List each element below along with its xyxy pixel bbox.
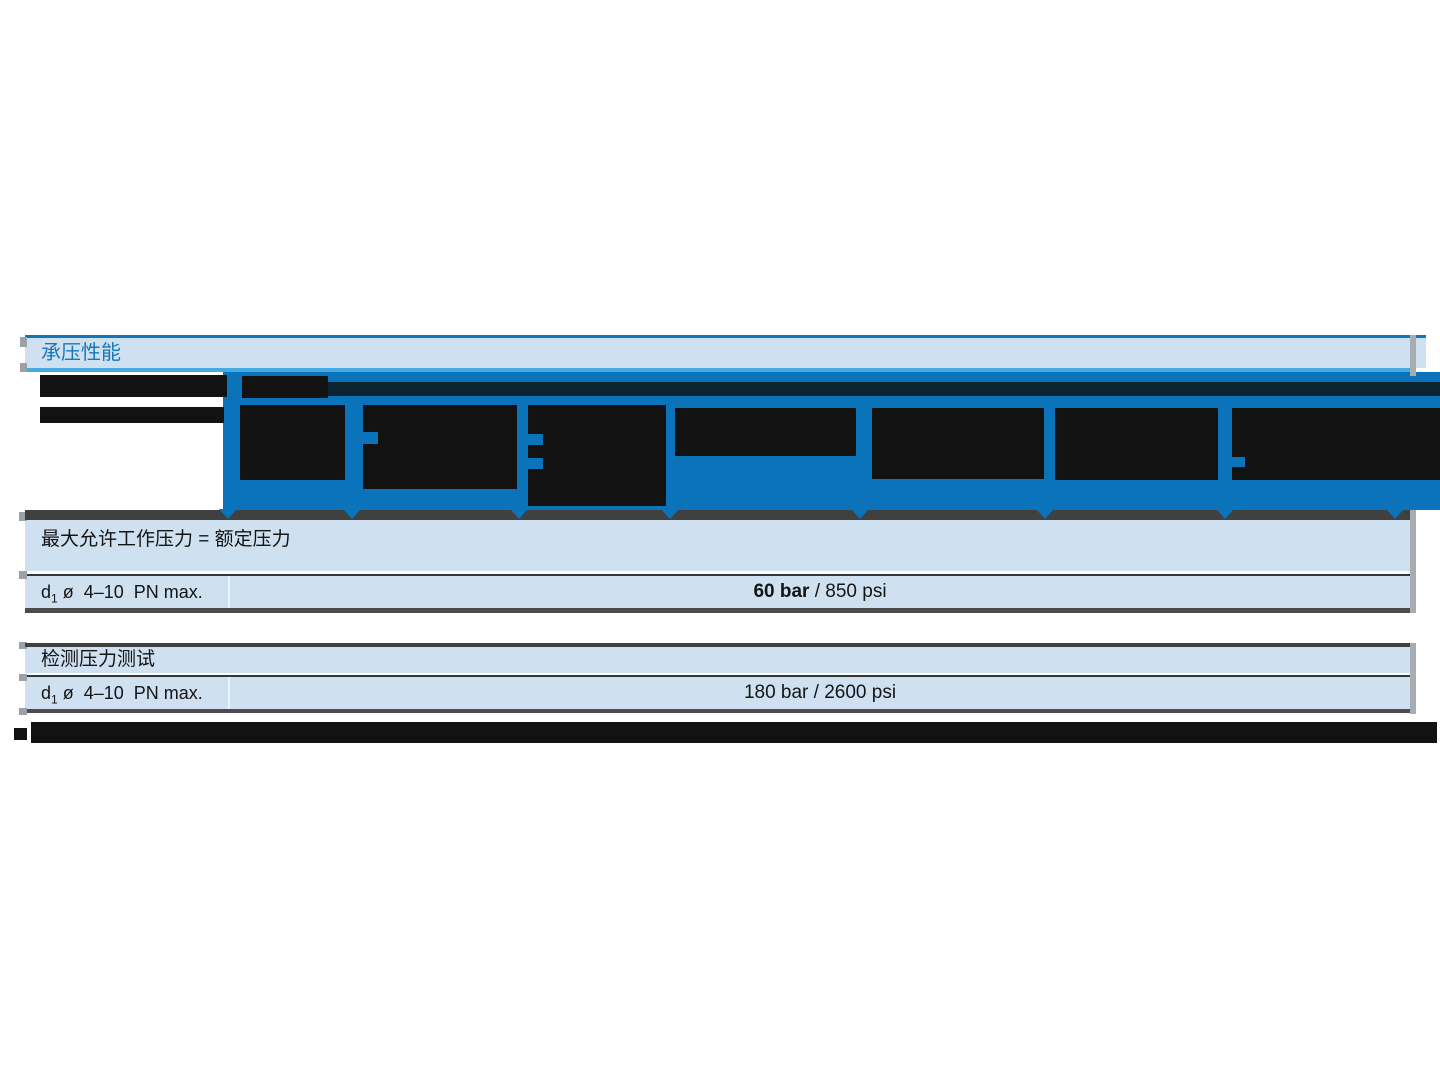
- row-divider: [25, 673, 1410, 675]
- row-divider: [25, 574, 1410, 576]
- redacted-footnote-bar: [31, 722, 1437, 743]
- header-underline: [25, 368, 1416, 372]
- pressure-value-psi: / 850 psi: [809, 581, 887, 602]
- diameter-range-label: d1 ø 4–10 PN max.: [25, 677, 228, 709]
- redacted-column-1: [240, 405, 345, 480]
- pressure-performance-title: 承压性能: [41, 342, 121, 364]
- row-divider: [25, 571, 1410, 574]
- list-dash-gap: [1232, 457, 1245, 467]
- table-top-separator: [25, 643, 1410, 647]
- redacted-column-2: [363, 405, 517, 489]
- redacted-column-4: [675, 408, 856, 456]
- column-pointer: [219, 509, 237, 519]
- pressure-value-bold: 60 bar: [753, 581, 810, 602]
- frame-cap: [19, 571, 27, 579]
- label-subscript: 1: [51, 692, 58, 707]
- max-pressure-value-row: d1 ø 4–10 PN max. 60 bar / 850 psi: [25, 576, 1410, 608]
- frame-right-edge: [1410, 510, 1416, 613]
- cell-divider: [228, 576, 230, 608]
- frame-cap: [19, 674, 27, 681]
- label-d: d: [41, 582, 52, 602]
- test-pressure-table-header: 检测压力测试: [25, 647, 1410, 673]
- redacted-row-label: [40, 407, 224, 423]
- redacted-column-5: [872, 408, 1044, 479]
- frame-cap: [20, 363, 27, 372]
- frame-cap: [19, 512, 27, 521]
- column-pointer: [851, 509, 869, 519]
- label-rest: ø 4–10 PN max.: [57, 683, 203, 703]
- label-rest: ø 4–10 PN max.: [57, 582, 203, 602]
- column-pointer: [1036, 509, 1054, 519]
- test-pressure-value-row: d1 ø 4–10 PN max. 180 bar / 2600 psi: [25, 677, 1410, 709]
- column-pointer: [510, 509, 528, 519]
- frame-right-edge: [1410, 335, 1416, 376]
- frame-cap: [19, 642, 27, 649]
- max-pressure-value: 60 bar / 850 psi: [230, 576, 1410, 608]
- column-pointer: [343, 509, 361, 519]
- list-dash-gap: [528, 434, 543, 445]
- pressure-value: 180 bar / 2600 psi: [743, 682, 897, 703]
- max-pressure-table-header: 最大允许工作压力 = 额定压力: [25, 520, 1410, 575]
- table-top-separator: [25, 510, 1410, 520]
- row-divider: [25, 675, 1410, 677]
- redacted-column-7: [1232, 408, 1440, 480]
- redacted-column-3: [528, 405, 666, 506]
- column-pointer: [1216, 509, 1234, 519]
- test-pressure-header-label: 检测压力测试: [41, 649, 156, 670]
- test-pressure-value: 180 bar / 2600 psi: [230, 677, 1410, 709]
- pressure-performance-header-bar: 承压性能: [25, 335, 1426, 368]
- label-d: d: [41, 683, 52, 703]
- table-bottom-border: [25, 709, 1410, 713]
- redacted-row-label: [40, 375, 227, 397]
- cell-divider: [228, 677, 230, 709]
- list-dash-gap: [363, 432, 378, 444]
- redacted-column-6: [1055, 408, 1218, 480]
- list-dash-gap: [528, 458, 543, 469]
- max-pressure-header-label: 最大允许工作压力 = 额定压力: [41, 529, 291, 550]
- frame-cap: [20, 337, 27, 347]
- column-pointer: [1386, 509, 1404, 519]
- redacted-band-caption: [242, 376, 328, 398]
- redacted-footnote-dash: [14, 728, 27, 740]
- column-pointer: [661, 509, 679, 519]
- diameter-range-label: d1 ø 4–10 PN max.: [25, 576, 228, 608]
- frame-right-edge: [1410, 643, 1416, 714]
- label-subscript: 1: [51, 591, 58, 606]
- frame-cap: [19, 708, 27, 715]
- materials-band-dark-strip: [327, 382, 1440, 396]
- table-bottom-border: [25, 608, 1410, 613]
